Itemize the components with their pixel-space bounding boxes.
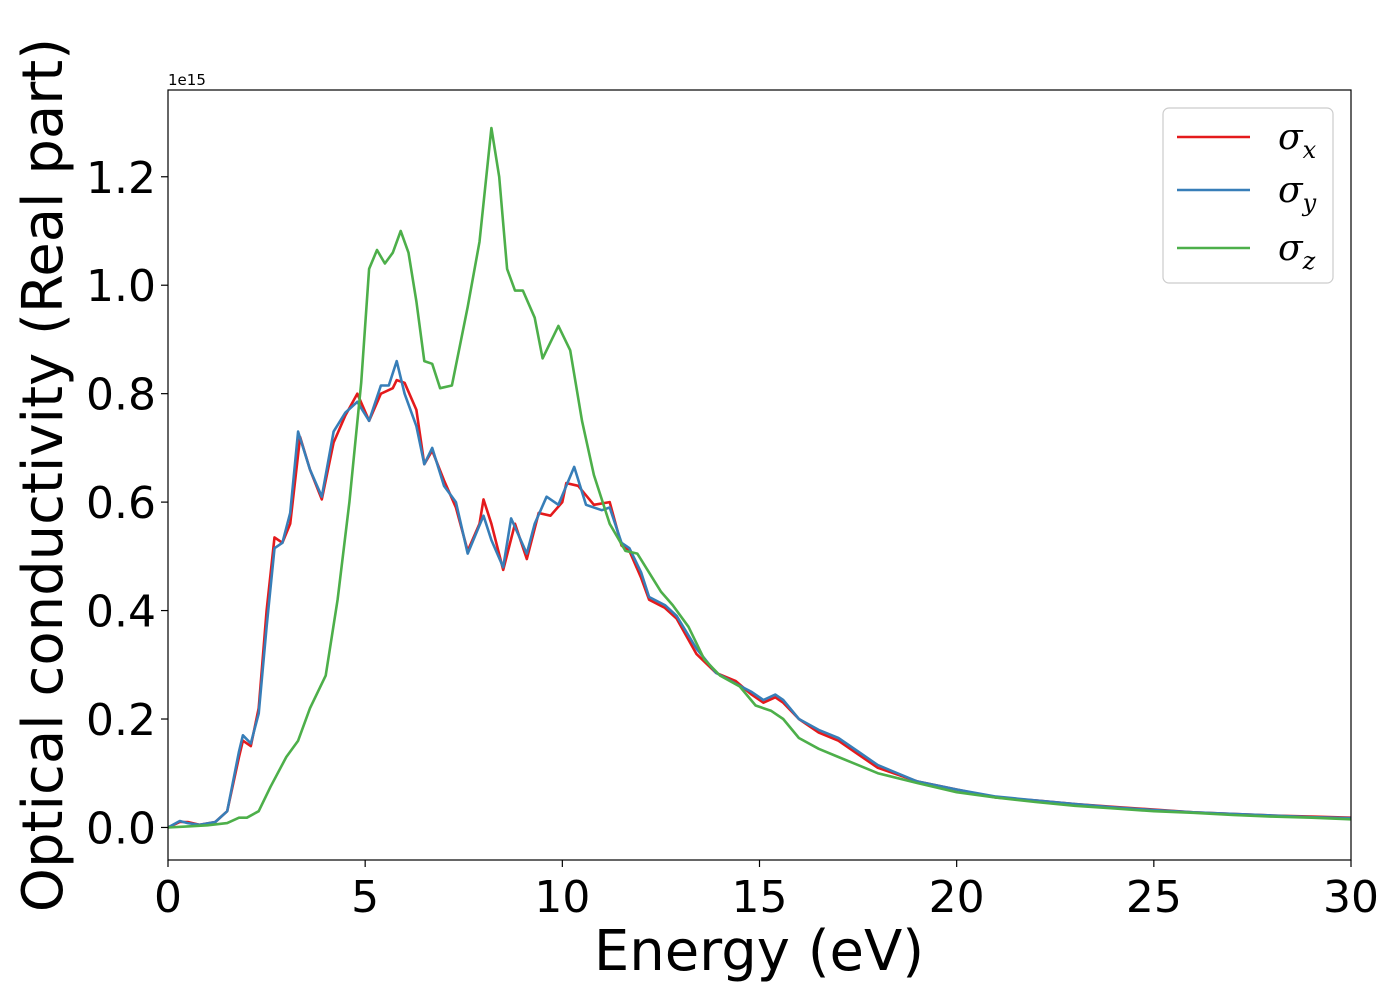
y-tick-label: 0.0 xyxy=(86,803,156,854)
y-axis: 0.0 0.2 0.4 0.6 0.8 1.0 1.2 xyxy=(86,153,168,854)
x-tick-label: 15 xyxy=(732,872,788,923)
x-tick-label: 30 xyxy=(1323,872,1379,923)
x-tick-label: 10 xyxy=(534,872,590,923)
y-axis-label: Optical conductivity (Real part) xyxy=(11,38,76,912)
x-axis: 0 5 10 15 20 25 30 xyxy=(154,860,1379,923)
x-tick-label: 20 xyxy=(929,872,985,923)
legend: σx σy σz xyxy=(1162,107,1334,284)
y-tick-label: 1.2 xyxy=(86,153,156,204)
y-tick-label: 0.6 xyxy=(86,478,156,529)
legend-label-y: σy xyxy=(1278,170,1317,217)
series-line-z xyxy=(168,126,1351,829)
series-layer xyxy=(168,126,1351,829)
series-line-y xyxy=(168,359,1351,829)
y-tick-label: 0.4 xyxy=(86,587,156,638)
legend-label-x: σx xyxy=(1278,117,1317,164)
y-tick-label: 0.2 xyxy=(86,695,156,746)
y-offset-text: 1e15 xyxy=(168,71,206,89)
y-tick-label: 1.0 xyxy=(86,261,156,312)
x-tick-label: 25 xyxy=(1126,872,1182,923)
x-tick-label: 5 xyxy=(351,872,379,923)
legend-box xyxy=(1162,107,1334,284)
legend-label-z: σz xyxy=(1278,228,1316,275)
x-axis-label: Energy (eV) xyxy=(594,919,924,984)
y-tick-label: 0.8 xyxy=(86,370,156,421)
x-tick-label: 0 xyxy=(154,872,182,923)
